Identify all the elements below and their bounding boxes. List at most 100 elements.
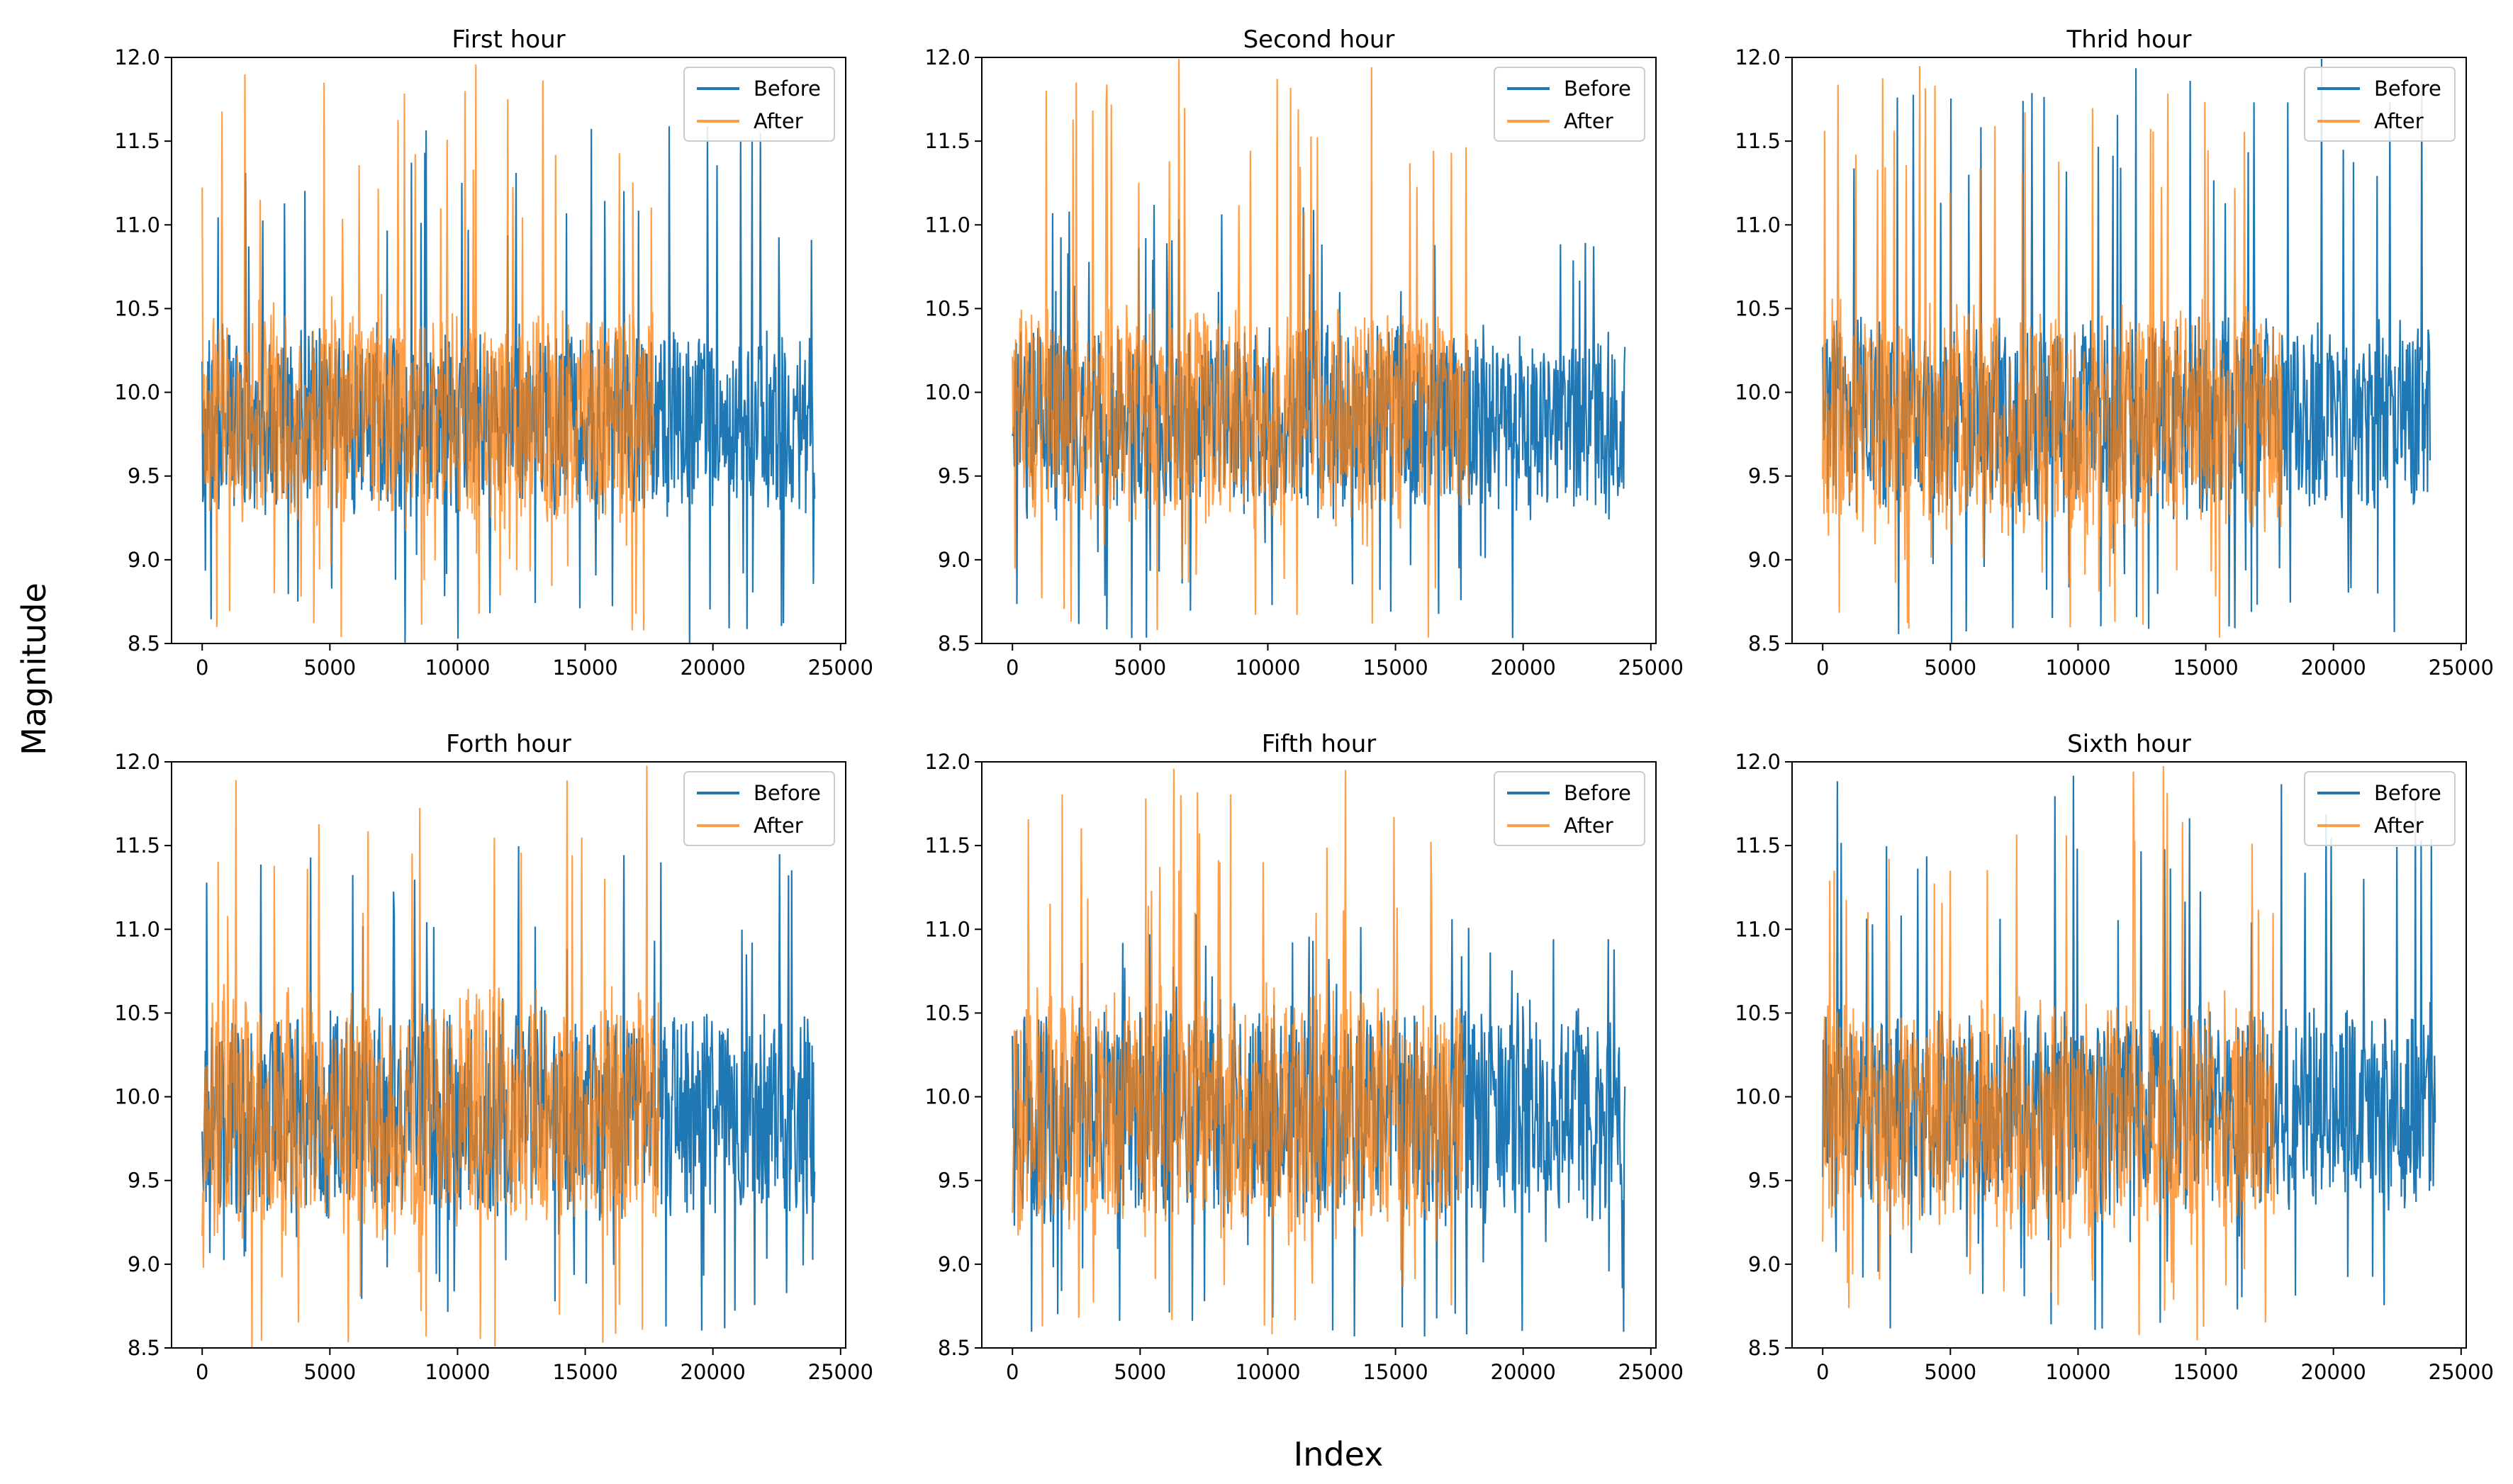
panel-4: 0 5000 10000 15000 20000 25000 8.5 9.0 9.5 10.0 10… bbox=[114, 730, 873, 1384]
axes-frame bbox=[171, 761, 846, 1349]
y-tick-label: 11.0 bbox=[1735, 213, 1781, 237]
y-tick-label: 8.5 bbox=[128, 1336, 160, 1360]
x-tick-label: 0 bbox=[1006, 656, 1019, 680]
y-tick-label: 10.5 bbox=[114, 1001, 160, 1025]
y-tick-label: 10.0 bbox=[114, 1085, 160, 1109]
x-tick-label: 0 bbox=[1816, 1360, 1829, 1384]
y-tick-label: 11.0 bbox=[114, 213, 160, 237]
x-tick-label: 25000 bbox=[808, 656, 873, 680]
y-tick-label: 11.5 bbox=[1735, 833, 1781, 858]
legend-label-before: Before bbox=[1564, 77, 1631, 101]
y-tick-label: 9.0 bbox=[128, 548, 160, 572]
legend-label-after: After bbox=[754, 109, 803, 133]
y-tick-label: 9.5 bbox=[938, 1169, 970, 1193]
x-tick-label: 20000 bbox=[2301, 1360, 2366, 1384]
legend-label-before: Before bbox=[1564, 781, 1631, 805]
y-tick-label: 9.0 bbox=[128, 1252, 160, 1276]
x-tick-label: 0 bbox=[196, 1360, 208, 1384]
y-tick-label: 9.5 bbox=[1748, 1169, 1781, 1193]
y-tick-label: 8.5 bbox=[128, 631, 160, 656]
panel-title: Second hour bbox=[1243, 26, 1395, 54]
y-tick-label: 10.0 bbox=[1735, 381, 1781, 405]
y-tick-label: 11.0 bbox=[924, 917, 970, 941]
series-group bbox=[201, 765, 816, 1348]
x-tick-label: 10000 bbox=[425, 656, 490, 680]
y-tick-label: 10.0 bbox=[924, 1085, 970, 1109]
y-tick-label: 10.0 bbox=[1735, 1085, 1781, 1109]
x-tick-label: 5000 bbox=[1924, 1360, 1976, 1384]
x-tick-label: 20000 bbox=[1491, 1360, 1556, 1384]
legend-label-after: After bbox=[1564, 814, 1613, 838]
panel-title: Thrid hour bbox=[2066, 26, 2191, 54]
x-tick-label: 20000 bbox=[1491, 656, 1556, 680]
x-tick-label: 15000 bbox=[552, 656, 617, 680]
series-after-line bbox=[201, 64, 655, 637]
axes-frame bbox=[981, 57, 1657, 644]
series-after-line bbox=[1012, 59, 1470, 638]
x-tick-label: 25000 bbox=[808, 1360, 873, 1384]
legend-label-after: After bbox=[1564, 109, 1613, 133]
figure-ylabel: Magnitude bbox=[15, 583, 53, 755]
x-tick-label: 25000 bbox=[2429, 1360, 2494, 1384]
figure-xlabel: Index bbox=[1294, 1435, 1384, 1473]
panel-5: 0 5000 10000 15000 20000 25000 8.5 9.0 9.5 10.0 10… bbox=[924, 730, 1684, 1384]
y-tick-label: 8.5 bbox=[938, 1336, 970, 1360]
legend-label-after: After bbox=[2374, 109, 2424, 133]
y-tick-label: 9.0 bbox=[938, 1252, 970, 1276]
x-tick-label: 15000 bbox=[1362, 1360, 1428, 1384]
legend-label-after: After bbox=[754, 814, 803, 838]
legend-label-before: Before bbox=[754, 77, 821, 101]
x-tick-label: 25000 bbox=[1618, 1360, 1684, 1384]
y-tick-label: 10.5 bbox=[1735, 296, 1781, 320]
y-tick-label: 12.0 bbox=[924, 45, 970, 69]
y-tick-label: 10.5 bbox=[924, 296, 970, 320]
x-tick-label: 10000 bbox=[2045, 656, 2110, 680]
panel-3: 0 5000 10000 15000 20000 25000 8.5 9.0 9.5 10.0 10… bbox=[1735, 26, 2494, 680]
y-tick-label: 11.5 bbox=[114, 833, 160, 858]
x-tick-label: 15000 bbox=[2173, 656, 2238, 680]
series-group bbox=[201, 64, 816, 643]
series-after-line bbox=[1822, 66, 2283, 638]
legend-label-after: After bbox=[2374, 814, 2424, 838]
legend-label-before: Before bbox=[754, 781, 821, 805]
x-tick-label: 5000 bbox=[1924, 656, 1976, 680]
y-tick-label: 12.0 bbox=[114, 750, 160, 774]
x-tick-label: 5000 bbox=[303, 656, 356, 680]
x-tick-label: 10000 bbox=[2045, 1360, 2110, 1384]
axes-frame bbox=[171, 57, 846, 644]
y-tick-label: 9.0 bbox=[1748, 1252, 1781, 1276]
panel-title: Forth hour bbox=[446, 730, 571, 758]
y-tick-label: 9.5 bbox=[1748, 464, 1781, 488]
panels-container: 0 5000 10000 15000 20000 25000 8.5 9.0 9.5 10.0 10… bbox=[114, 26, 2494, 1384]
y-tick-label: 8.5 bbox=[1748, 1336, 1781, 1360]
y-tick-label: 9.5 bbox=[128, 464, 160, 488]
y-tick-label: 10.0 bbox=[114, 381, 160, 405]
y-tick-label: 9.0 bbox=[1748, 548, 1781, 572]
x-tick-label: 25000 bbox=[2429, 656, 2494, 680]
x-tick-label: 25000 bbox=[1618, 656, 1684, 680]
panel-1: 0 5000 10000 15000 20000 25000 8.5 9.0 9.5 10.0 10… bbox=[114, 26, 873, 680]
x-tick-label: 20000 bbox=[2301, 656, 2366, 680]
y-tick-label: 11.0 bbox=[1735, 917, 1781, 941]
y-tick-label: 10.5 bbox=[1735, 1001, 1781, 1025]
y-tick-label: 12.0 bbox=[1735, 750, 1781, 774]
y-tick-label: 10.5 bbox=[114, 296, 160, 320]
series-after-line bbox=[201, 765, 660, 1348]
y-tick-label: 12.0 bbox=[924, 750, 970, 774]
y-tick-label: 10.5 bbox=[924, 1001, 970, 1025]
y-tick-label: 11.0 bbox=[114, 917, 160, 941]
y-tick-label: 9.5 bbox=[128, 1169, 160, 1193]
panel-title: Fifth hour bbox=[1262, 730, 1376, 758]
panel-title: Sixth hour bbox=[2067, 730, 2191, 758]
legend-label-before: Before bbox=[2374, 77, 2441, 101]
y-tick-label: 12.0 bbox=[114, 45, 160, 69]
axes-frame bbox=[1791, 761, 2467, 1349]
y-tick-label: 11.5 bbox=[924, 833, 970, 858]
x-tick-label: 15000 bbox=[552, 1360, 617, 1384]
x-tick-label: 20000 bbox=[681, 1360, 746, 1384]
axes-frame bbox=[1791, 57, 2467, 644]
x-tick-label: 15000 bbox=[2173, 1360, 2238, 1384]
series-group bbox=[1012, 59, 1626, 639]
x-tick-label: 0 bbox=[1006, 1360, 1019, 1384]
